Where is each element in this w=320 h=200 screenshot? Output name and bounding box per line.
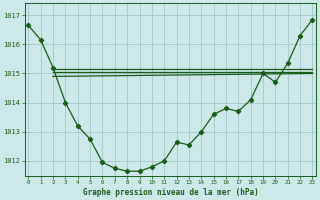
X-axis label: Graphe pression niveau de la mer (hPa): Graphe pression niveau de la mer (hPa) bbox=[83, 188, 258, 197]
